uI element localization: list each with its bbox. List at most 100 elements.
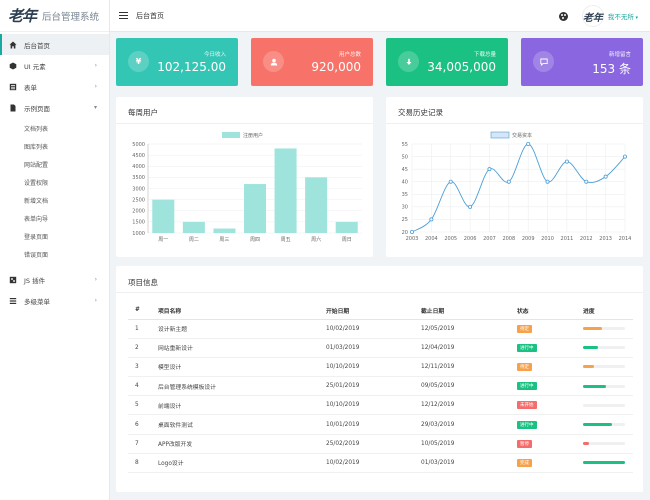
table-row[interactable]: 5 前端设计 10/10/2019 12/12/2019 未开始 — [128, 395, 633, 416]
row-start-date: 10/10/2019 — [326, 357, 421, 378]
sidebar: 老年 后台管理系统 后台首页 UI 元素 › 表单 › 示例页面 ▾ 文档列表 … — [0, 0, 110, 500]
y-tick-label: 1500 — [132, 220, 145, 226]
data-point — [468, 204, 473, 209]
sidebar-item-examples[interactable]: 示例页面 ▾ — [0, 97, 109, 118]
y-tick-label: 55 — [402, 142, 408, 148]
progress-bar — [583, 461, 625, 465]
status-badge: 暂停 — [517, 439, 532, 448]
sidebar-subitem-doc-list[interactable]: 文档列表 — [24, 125, 49, 133]
row-end-date: 12/04/2019 — [421, 338, 517, 358]
sidebar-item-label: UI 元素 — [24, 62, 46, 71]
x-tick-label: 2003 — [406, 236, 419, 242]
y-tick-label: 20 — [402, 230, 408, 236]
series-line — [411, 143, 626, 233]
row-project-name: Logo设计 — [158, 453, 326, 474]
progress-fill — [583, 384, 607, 388]
logo-text: 后台管理系统 — [42, 11, 100, 23]
table-row[interactable]: 8 Logo设计 10/02/2019 01/03/2019 完成 — [128, 453, 633, 474]
row-index: 6 — [128, 414, 158, 435]
chevron-right-icon: › — [94, 83, 97, 90]
y-tick-label: 45 — [402, 167, 408, 173]
yen-icon: ¥ — [128, 51, 149, 72]
stat-card-downloads: 下载总量 34,005,000 — [386, 38, 508, 86]
sidebar-item-label: 表单 — [24, 83, 37, 92]
table-row[interactable]: 2 网站重新设计 01/03/2019 12/04/2019 进行中 — [128, 338, 633, 358]
y-tick-label: 2000 — [132, 209, 145, 215]
sidebar-item-multilevel[interactable]: 多级菜单 › — [0, 290, 109, 311]
table-row[interactable]: 7 APP改版开发 25/02/2019 10/05/2019 暂停 — [128, 434, 633, 454]
palette-icon[interactable] — [558, 11, 568, 21]
bar — [213, 228, 236, 233]
x-tick-label: 周二 — [189, 237, 199, 243]
sidebar-item-ui[interactable]: UI 元素 › — [0, 55, 109, 76]
sidebar-item-form[interactable]: 表单 › — [0, 76, 109, 97]
progress-bar — [583, 327, 625, 331]
col-header-progress: 进度 — [583, 302, 633, 320]
logo[interactable]: 老年 后台管理系统 — [0, 0, 109, 32]
row-start-date: 01/03/2019 — [326, 338, 421, 358]
sidebar-item-js-plugins[interactable]: JS 插件 › — [0, 269, 109, 290]
sidebar-nav-bottom: JS 插件 › 多级菜单 › — [0, 269, 109, 311]
sidebar-subitem-new-doc[interactable]: 新增文档 — [24, 197, 49, 205]
legend-swatch — [222, 132, 240, 138]
chevron-down-icon: ▾ — [93, 104, 97, 111]
x-tick-label: 周一 — [158, 237, 168, 243]
top-header: 后台首页 老年 我不无所 — [110, 0, 650, 32]
plugin-icon — [9, 276, 17, 284]
menu-toggle-icon[interactable] — [119, 12, 128, 19]
download-icon — [398, 51, 419, 72]
projects-table: # 项目名称 开始日期 截止日期 状态 进度 1 设计新主题 10/02/2019 1… — [128, 302, 633, 474]
data-point — [487, 167, 492, 172]
menu-icon — [9, 297, 17, 305]
sidebar-subitem-form-wizard[interactable]: 表单向导 — [24, 215, 49, 223]
sidebar-item-home[interactable]: 后台首页 — [0, 34, 109, 55]
sidebar-subitem-login[interactable]: 登录页面 — [24, 233, 49, 241]
page-title: 后台首页 — [136, 11, 164, 20]
header-actions: 老年 我不无所 — [558, 0, 638, 32]
col-header-end: 截止日期 — [421, 302, 517, 320]
table-row[interactable]: 3 模型设计 10/10/2019 12/11/2019 待定 — [128, 357, 633, 378]
data-point — [603, 174, 608, 179]
row-project-name: 设计新主题 — [158, 319, 326, 339]
col-header-index: # — [128, 302, 158, 320]
row-end-date: 29/03/2019 — [421, 414, 517, 435]
x-tick-label: 2004 — [425, 236, 438, 242]
row-project-name: 后台管理系统模板设计 — [158, 376, 326, 397]
progress-fill — [583, 461, 625, 465]
row-progress-cell — [583, 338, 633, 358]
sidebar-subitem-site-config[interactable]: 网站配置 — [24, 161, 49, 169]
status-badge: 未开始 — [517, 401, 537, 410]
message-icon — [533, 51, 554, 72]
sidebar-subitem-error[interactable]: 错误页面 — [24, 251, 49, 259]
sidebar-subitem-permissions[interactable]: 设置权限 — [24, 179, 49, 187]
sidebar-item-label: 多级菜单 — [24, 297, 50, 306]
data-point — [506, 179, 511, 184]
y-tick-label: 3000 — [132, 186, 145, 192]
table-row[interactable]: 1 设计新主题 10/02/2019 12/05/2019 待定 — [128, 319, 633, 339]
progress-bar — [583, 346, 625, 350]
user-menu[interactable]: 我不无所 — [608, 11, 638, 21]
table-row[interactable]: 4 后台管理系统模板设计 25/01/2019 09/05/2019 进行中 — [128, 376, 633, 397]
stat-value: 34,005,000 — [427, 60, 496, 74]
avatar[interactable]: 老年 — [581, 5, 604, 27]
data-point — [584, 179, 589, 184]
row-start-date: 25/02/2019 — [326, 434, 421, 454]
row-start-date: 10/10/2019 — [326, 395, 421, 416]
row-end-date: 10/05/2019 — [421, 434, 517, 454]
stat-value: 102,125.00 — [157, 60, 226, 74]
row-start-date: 10/02/2019 — [326, 319, 421, 339]
table-row[interactable]: 6 桌面软件测试 10/01/2019 29/03/2019 进行中 — [128, 414, 633, 435]
status-badge: 待定 — [517, 324, 532, 333]
x-tick-label: 2014 — [619, 236, 632, 242]
progress-fill — [583, 442, 590, 446]
sidebar-subitem-gallery[interactable]: 图库列表 — [24, 143, 49, 151]
bar — [243, 184, 267, 233]
row-index: 7 — [128, 434, 158, 454]
x-tick-label: 2007 — [483, 236, 496, 242]
y-tick-label: 40 — [402, 180, 408, 186]
legend-swatch — [490, 131, 510, 139]
home-icon — [9, 41, 17, 49]
x-tick-label: 2011 — [561, 236, 574, 242]
stat-card-users: 用户总数 920,000 — [251, 38, 373, 86]
chevron-right-icon: › — [94, 297, 97, 304]
